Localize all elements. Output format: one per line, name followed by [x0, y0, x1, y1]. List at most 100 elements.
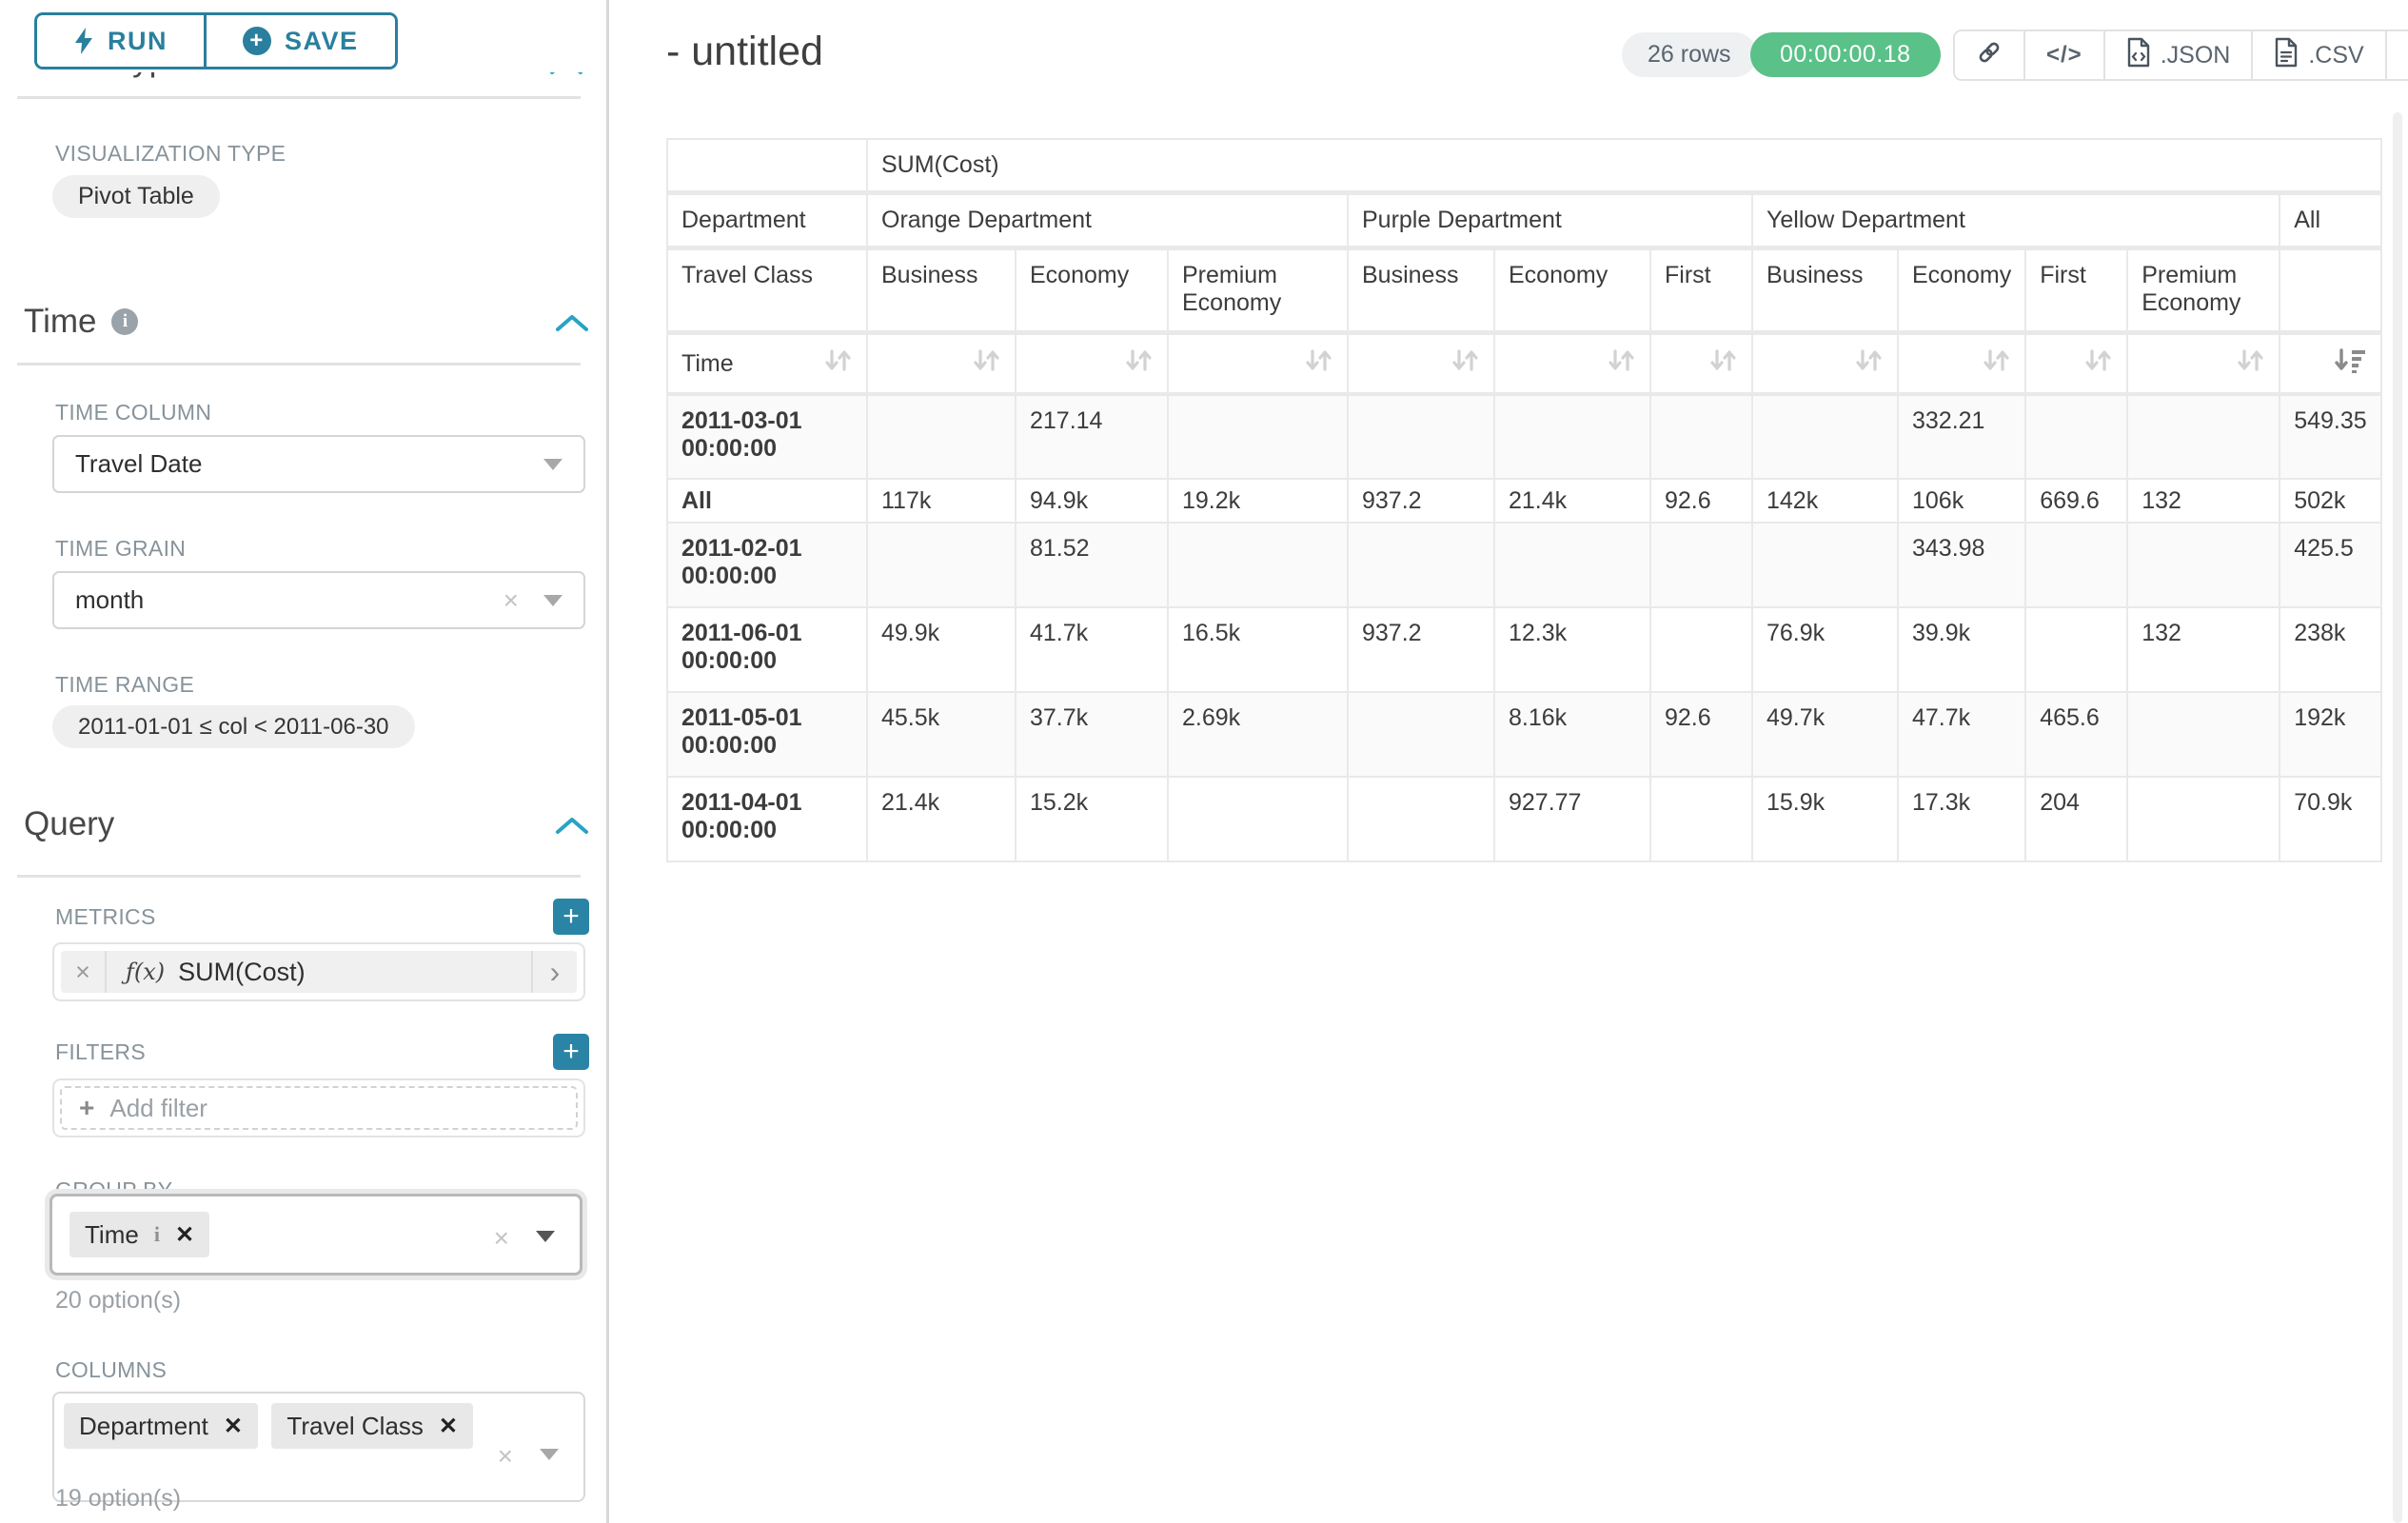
time-column-select[interactable]: Travel Date [52, 435, 585, 493]
query-collapse-caret[interactable] [555, 815, 589, 836]
metrics-label: METRICS [55, 904, 156, 929]
filters-label: FILTERS [55, 1039, 146, 1064]
sort-header[interactable] [1167, 331, 1349, 396]
vertical-scrollbar[interactable] [2393, 112, 2402, 1523]
query-section-header: Query [24, 802, 114, 846]
plus-icon: + [79, 1093, 95, 1122]
remove-tag-icon[interactable]: ✕ [438, 1413, 459, 1439]
plus-circle-icon: + [243, 27, 271, 55]
sort-icon[interactable] [2236, 346, 2265, 381]
add-filter-plus-button[interactable]: + [553, 1034, 589, 1070]
remove-tag-icon[interactable]: ✕ [223, 1413, 243, 1439]
sort-icon[interactable] [972, 346, 1001, 381]
columns-tag: Travel Class ✕ [271, 1403, 474, 1449]
pivot-table: SUM(Cost) Department Orange Department Purp… [666, 138, 2382, 862]
value-cell: 41.7k [1015, 606, 1169, 693]
value-cell: 142k [1751, 478, 1899, 524]
control-panel-sidebar: Chart Type RUN + SAVE VISUALIZATION TYPE… [0, 0, 609, 1523]
sort-icon[interactable] [1854, 346, 1884, 381]
value-cell: 465.6 [2024, 691, 2129, 778]
add-filter-button[interactable]: + Add filter [60, 1086, 578, 1130]
value-cell: 47.7k [1896, 691, 2027, 778]
chevron-right-icon[interactable]: › [531, 951, 577, 993]
table-row: 2011-04-01 00:00:00 21.4k 15.2k 927.77 15.9k… [666, 776, 2382, 862]
value-cell: 2.69k [1167, 691, 1349, 778]
sort-icon[interactable] [2083, 346, 2113, 381]
row-label-cell: 2011-03-01 00:00:00 [666, 393, 868, 480]
sort-icon[interactable] [1451, 346, 1480, 381]
value-cell [1649, 606, 1753, 693]
sort-header[interactable] [1896, 331, 2027, 396]
value-cell: 217.14 [1015, 393, 1169, 480]
sort-icon[interactable] [1607, 346, 1636, 381]
value-cell: 92.6 [1649, 478, 1753, 524]
function-icon: ƒ(x) [126, 959, 166, 985]
value-cell [1649, 776, 1753, 862]
value-cell: 21.4k [1493, 478, 1651, 524]
clear-icon[interactable]: × [497, 1441, 513, 1471]
value-cell: 49.9k [866, 606, 1016, 693]
clear-icon[interactable]: × [503, 584, 519, 615]
sort-icon[interactable] [823, 346, 853, 381]
travel-class-cell: Premium Economy [1167, 247, 1349, 335]
export-json-button[interactable]: .JSON [2102, 31, 2252, 79]
columns-select[interactable]: Department ✕ Travel Class ✕ × [52, 1392, 585, 1502]
time-sort-header[interactable]: Time [666, 331, 868, 396]
more-menu-button[interactable] [2384, 31, 2408, 79]
file-code-icon [2126, 37, 2151, 74]
chevron-down-icon[interactable] [536, 1231, 555, 1242]
embed-code-button[interactable]: </> [2023, 31, 2103, 79]
sort-header[interactable] [1493, 331, 1651, 396]
sort-header[interactable] [1015, 331, 1169, 396]
sort-icon[interactable] [1304, 346, 1333, 381]
travel-class-cell: Premium Economy [2126, 247, 2281, 335]
value-cell: 425.5 [2279, 522, 2382, 608]
info-icon: i [153, 1222, 160, 1246]
copy-link-button[interactable] [1955, 31, 2023, 79]
value-cell: 19.2k [1167, 478, 1349, 524]
sort-desc-header[interactable] [2279, 331, 2382, 396]
value-cell: 192k [2279, 691, 2382, 778]
row-label-cell: 2011-02-01 00:00:00 [666, 522, 868, 608]
sort-icon[interactable] [1124, 346, 1154, 381]
remove-tag-icon[interactable]: ✕ [174, 1221, 195, 1248]
value-cell: 343.98 [1896, 522, 2027, 608]
columns-tag-label: Travel Class [286, 1411, 424, 1440]
metric-chip[interactable]: × ƒ(x) SUM(Cost) › [61, 951, 577, 993]
value-cell: 76.9k [1751, 606, 1899, 693]
export-csv-button[interactable]: .CSV [2251, 31, 2385, 79]
save-button[interactable]: + SAVE [204, 15, 395, 67]
add-metric-button[interactable]: + [553, 899, 589, 935]
travel-class-cell: Economy [1015, 247, 1169, 335]
run-button[interactable]: RUN [37, 15, 204, 67]
clear-icon[interactable]: × [493, 1223, 509, 1253]
department-group-cell: Purple Department [1347, 191, 1753, 250]
chart-title[interactable]: - untitled [666, 29, 823, 74]
time-grain-select[interactable]: month × [52, 571, 585, 629]
value-cell: 332.21 [1896, 393, 2027, 480]
link-icon [1976, 39, 2003, 72]
remove-metric-icon[interactable]: × [61, 951, 107, 993]
sort-header[interactable] [866, 331, 1016, 396]
sort-icon[interactable] [1982, 346, 2011, 381]
sort-header[interactable] [2024, 331, 2129, 396]
sort-icon[interactable] [1708, 346, 1738, 381]
row-label-cell: 2011-06-01 00:00:00 [666, 606, 868, 693]
sort-header[interactable] [1649, 331, 1753, 396]
sort-descending-icon[interactable] [2333, 346, 2367, 381]
visualization-type-pill[interactable]: Pivot Table [52, 175, 220, 218]
chevron-down-icon[interactable] [540, 1449, 559, 1460]
time-collapse-caret[interactable] [555, 312, 589, 333]
value-cell [1493, 522, 1651, 608]
time-range-pill[interactable]: 2011-01-01 ≤ col < 2011-06-30 [52, 705, 415, 748]
value-cell: 132 [2126, 606, 2281, 693]
group-by-select[interactable]: Time i ✕ × [49, 1194, 582, 1276]
travel-class-cell [2279, 247, 2382, 335]
department-axis-cell: Department [666, 191, 868, 250]
sort-header[interactable] [2126, 331, 2281, 396]
sort-header[interactable] [1347, 331, 1495, 396]
table-row: 2011-03-01 00:00:00 217.14 332.21 549.35 [666, 393, 2382, 480]
sort-header[interactable] [1751, 331, 1899, 396]
value-cell [2126, 776, 2281, 862]
value-cell: 15.2k [1015, 776, 1169, 862]
